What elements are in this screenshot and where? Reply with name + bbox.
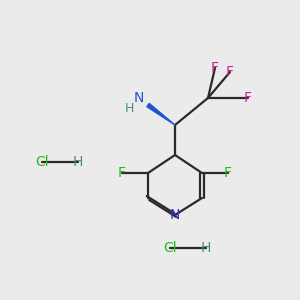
Text: H: H: [73, 155, 83, 169]
Text: Cl: Cl: [35, 155, 49, 169]
Text: H: H: [201, 241, 211, 255]
Text: N: N: [170, 208, 180, 222]
Text: N: N: [134, 91, 144, 105]
Text: F: F: [244, 91, 252, 105]
Text: F: F: [224, 166, 232, 180]
Text: H: H: [124, 101, 134, 115]
Text: F: F: [211, 61, 219, 75]
Text: F: F: [226, 65, 234, 79]
Polygon shape: [147, 103, 175, 125]
Text: Cl: Cl: [163, 241, 177, 255]
Text: F: F: [118, 166, 126, 180]
